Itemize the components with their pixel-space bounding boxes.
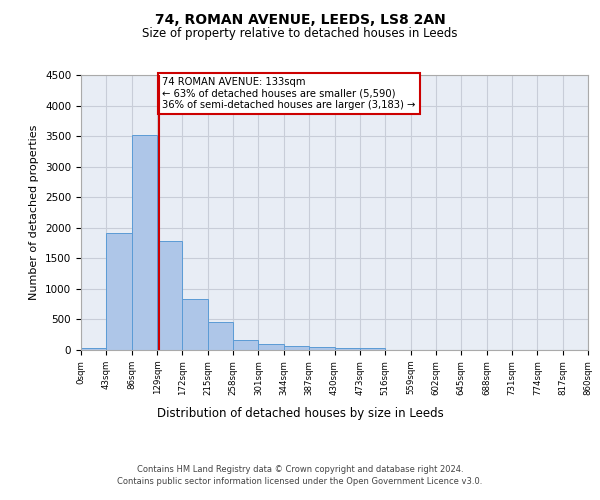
Bar [132,136,157,350]
Text: Size of property relative to detached houses in Leeds: Size of property relative to detached ho… [142,28,458,40]
Y-axis label: Number of detached properties: Number of detached properties [29,125,40,300]
Text: Distribution of detached houses by size in Leeds: Distribution of detached houses by size … [157,408,443,420]
Bar [284,346,309,350]
Bar [157,241,182,350]
Text: Contains public sector information licensed under the Open Government Licence v3: Contains public sector information licen… [118,478,482,486]
Text: 74, ROMAN AVENUE, LEEDS, LS8 2AN: 74, ROMAN AVENUE, LEEDS, LS8 2AN [155,12,445,26]
Bar [335,348,360,350]
Bar [309,346,335,350]
Bar [259,344,284,350]
Bar [106,232,132,350]
Bar [233,340,259,350]
Bar [208,322,233,350]
Text: Contains HM Land Registry data © Crown copyright and database right 2024.: Contains HM Land Registry data © Crown c… [137,465,463,474]
Bar [360,348,385,350]
Bar [182,298,208,350]
Bar [81,348,106,350]
Text: 74 ROMAN AVENUE: 133sqm
← 63% of detached houses are smaller (5,590)
36% of semi: 74 ROMAN AVENUE: 133sqm ← 63% of detache… [163,77,416,110]
